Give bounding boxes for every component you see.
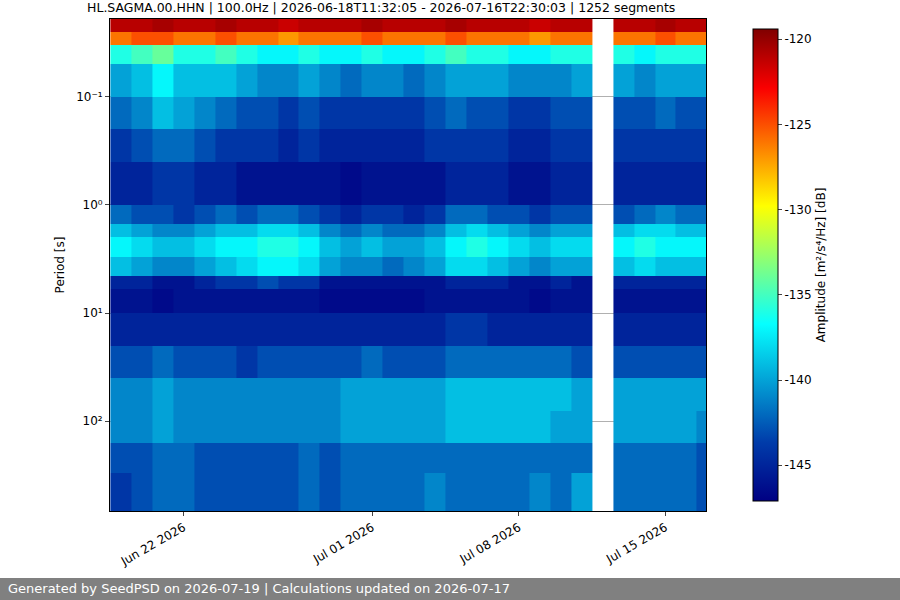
svg-text:10⁻¹: 10⁻¹ xyxy=(76,90,103,104)
svg-text:-145: -145 xyxy=(784,458,811,472)
svg-text:10²: 10² xyxy=(83,414,103,428)
svg-text:-135: -135 xyxy=(784,288,811,302)
svg-text:-120: -120 xyxy=(784,32,811,46)
svg-text:-130: -130 xyxy=(784,203,811,217)
svg-text:-125: -125 xyxy=(784,118,811,132)
svg-text:-140: -140 xyxy=(784,373,811,387)
svg-text:Jul 15 2026: Jul 15 2026 xyxy=(603,520,670,567)
svg-text:Jul 08 2026: Jul 08 2026 xyxy=(457,520,524,567)
svg-text:10⁰: 10⁰ xyxy=(83,198,103,212)
html-text:Generated by SeedPSD on 2026-0: Generated by SeedPSD on 2026-07-19 | Cal… xyxy=(8,581,510,596)
svg-text:Period [s]: Period [s] xyxy=(53,237,67,294)
svg-text:10¹: 10¹ xyxy=(83,306,103,320)
svg-text:Jul 01 2026: Jul 01 2026 xyxy=(310,520,377,567)
svg-text:Amplitude [m²/s⁴/Hz] [dB]: Amplitude [m²/s⁴/Hz] [dB] xyxy=(814,188,828,343)
svg-text:Jun 22 2026: Jun 22 2026 xyxy=(118,520,188,569)
svg-text:HL.SAGMA.00.HHN | 100.0Hz | 20: HL.SAGMA.00.HHN | 100.0Hz | 2026-06-18T1… xyxy=(87,0,675,15)
